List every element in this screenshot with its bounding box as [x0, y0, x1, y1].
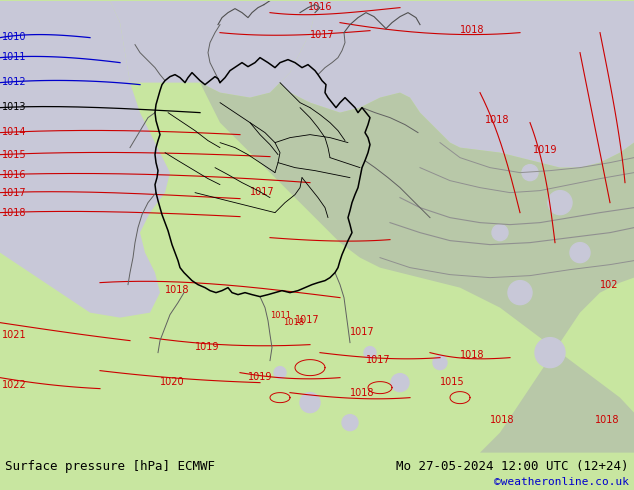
Text: 1017: 1017 — [250, 187, 275, 196]
Circle shape — [364, 346, 376, 359]
Text: 1014: 1014 — [2, 126, 27, 137]
Circle shape — [391, 373, 409, 392]
Polygon shape — [0, 0, 315, 98]
Text: 1022: 1022 — [2, 380, 27, 390]
Circle shape — [535, 338, 565, 368]
Circle shape — [548, 191, 572, 215]
Text: 1011: 1011 — [270, 311, 291, 319]
Circle shape — [433, 356, 447, 369]
Text: 1018: 1018 — [485, 115, 510, 124]
Circle shape — [570, 243, 590, 263]
Text: 1020: 1020 — [160, 377, 184, 387]
Text: 1018: 1018 — [350, 388, 375, 397]
Text: 1017: 1017 — [366, 355, 391, 365]
Text: 1013: 1013 — [2, 101, 27, 112]
Text: 1016: 1016 — [2, 170, 27, 180]
Text: 1019: 1019 — [248, 371, 273, 382]
Text: 1018: 1018 — [2, 208, 27, 218]
Polygon shape — [200, 83, 634, 453]
Text: 1015: 1015 — [440, 377, 465, 387]
Text: 1018: 1018 — [595, 415, 619, 425]
Text: 1017: 1017 — [295, 315, 320, 324]
Circle shape — [492, 224, 508, 241]
Polygon shape — [280, 0, 634, 168]
Text: ©weatheronline.co.uk: ©weatheronline.co.uk — [494, 477, 629, 487]
Text: 1011: 1011 — [2, 51, 27, 62]
Text: 1017: 1017 — [2, 188, 27, 197]
Circle shape — [508, 281, 532, 305]
Circle shape — [300, 392, 320, 413]
Text: 1018: 1018 — [460, 24, 484, 35]
Text: 1018: 1018 — [490, 415, 515, 425]
Text: 1018: 1018 — [165, 285, 190, 294]
Text: 1010: 1010 — [2, 32, 27, 42]
Text: 1012: 1012 — [2, 76, 27, 87]
Text: 1015: 1015 — [2, 149, 27, 160]
Text: 1019: 1019 — [195, 342, 219, 352]
Polygon shape — [0, 0, 170, 318]
Circle shape — [522, 165, 538, 181]
Text: 102: 102 — [600, 280, 619, 290]
Text: 1018: 1018 — [283, 318, 304, 327]
Text: 1017: 1017 — [350, 327, 375, 337]
Text: 1016: 1016 — [308, 1, 332, 12]
Text: Mo 27-05-2024 12:00 UTC (12+24): Mo 27-05-2024 12:00 UTC (12+24) — [396, 460, 629, 473]
Text: Surface pressure [hPa] ECMWF: Surface pressure [hPa] ECMWF — [5, 460, 215, 473]
Text: 1021: 1021 — [2, 330, 27, 340]
Circle shape — [274, 367, 286, 379]
Circle shape — [342, 415, 358, 431]
Text: 1019: 1019 — [533, 145, 557, 155]
Text: 1017: 1017 — [310, 29, 335, 40]
Text: 1018: 1018 — [460, 350, 484, 360]
